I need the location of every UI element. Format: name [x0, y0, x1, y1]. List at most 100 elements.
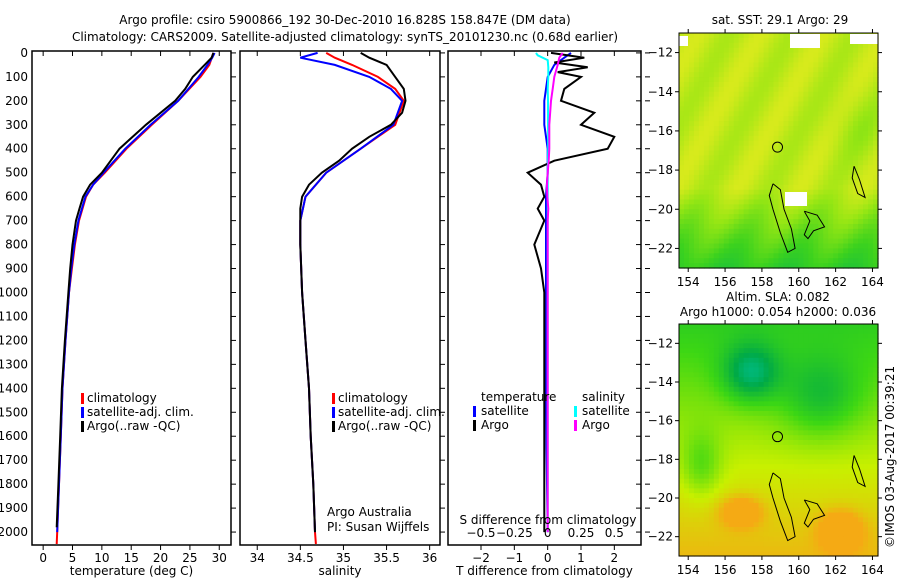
map-cell [763, 459, 770, 465]
map-cell [843, 459, 849, 465]
map-cell [833, 382, 839, 388]
map-cell [873, 165, 879, 171]
map-cell [718, 440, 725, 446]
map-cell [698, 228, 705, 235]
map-cell [858, 527, 864, 533]
map-cell [693, 263, 700, 269]
map-cell [693, 62, 700, 68]
map-cell [828, 502, 834, 509]
map-cell [758, 37, 765, 44]
map-cell [698, 328, 705, 335]
map-cell [723, 67, 730, 73]
map-cell [778, 406, 785, 412]
map-cell [783, 33, 790, 39]
map-cell [793, 512, 799, 518]
map-cell [818, 522, 824, 528]
map-cell [848, 372, 854, 378]
map-cell [753, 324, 760, 330]
map-cell [703, 52, 710, 59]
map-cell [863, 72, 869, 78]
map-cell [833, 377, 839, 383]
map-cell [679, 386, 685, 393]
map-cell [843, 126, 849, 132]
map-cell [698, 324, 705, 330]
map-cell [679, 338, 685, 344]
map-cell [808, 214, 814, 220]
map-cell [813, 194, 819, 201]
map-cell [763, 258, 770, 264]
map-cell [718, 86, 725, 93]
map-cell [738, 57, 745, 63]
map-cell [718, 194, 725, 201]
map-cell [823, 111, 829, 117]
map-cell [688, 425, 695, 431]
map-cell [738, 204, 745, 210]
map-cell [813, 170, 819, 176]
map-cell [863, 449, 869, 456]
map-cell [763, 333, 770, 340]
map-cell [813, 377, 819, 383]
map-cell [708, 415, 715, 422]
map-cell [693, 121, 700, 127]
map-cell [773, 517, 780, 523]
map-cell [708, 522, 715, 528]
map-cell [873, 333, 879, 340]
map-cell [728, 391, 735, 398]
map-cell [733, 189, 740, 196]
map-cell [783, 111, 790, 117]
map-cell [858, 204, 864, 210]
map-cell [748, 248, 755, 254]
map-cell [708, 33, 715, 39]
map-cell [683, 243, 690, 250]
map-cell [723, 541, 730, 547]
map-cell [873, 140, 879, 147]
map-cell [843, 204, 849, 210]
map-cell [679, 357, 685, 364]
map-cell [813, 454, 819, 460]
map-cell [703, 449, 710, 456]
x-tick-label: 35.5 [373, 551, 400, 565]
y-tick-label: 1800 [0, 477, 28, 491]
map-cell [763, 440, 770, 446]
map-cell [738, 382, 745, 388]
map-cell [868, 459, 874, 465]
map-cell [718, 483, 725, 489]
map-cell [818, 101, 824, 108]
map-cell [783, 209, 790, 215]
map-cell [798, 204, 804, 210]
map-cell [738, 135, 745, 142]
map-cell [873, 86, 879, 93]
map-cell [853, 527, 859, 533]
map-cell [718, 91, 725, 98]
map-cell [828, 179, 834, 186]
map-cell [713, 541, 720, 547]
map-cell [763, 199, 770, 205]
map-cell [763, 179, 770, 186]
map-cell [703, 140, 710, 147]
map-cell [733, 116, 740, 122]
map-cell [683, 223, 690, 230]
map-cell [693, 415, 700, 422]
map-cell [703, 435, 710, 441]
map-cell [873, 214, 879, 220]
map-cell [828, 160, 834, 166]
map-cell [818, 130, 824, 137]
map-cell [688, 204, 695, 210]
map-cell [788, 531, 795, 538]
map-cell [763, 223, 770, 230]
map-cell [838, 430, 844, 436]
map-cell [803, 551, 809, 557]
map-cell [868, 258, 874, 264]
map-cell [723, 493, 730, 499]
map-cell [738, 219, 745, 225]
map-cell [818, 527, 824, 533]
map-cell [813, 238, 819, 245]
map-cell [728, 209, 735, 215]
map-cell [693, 52, 700, 59]
map-cell [713, 228, 720, 235]
map-cell [783, 47, 790, 54]
map-cell [748, 454, 755, 460]
legend-label: Argo(..raw -QC) [338, 419, 431, 433]
map-cell [823, 126, 829, 132]
map-cell [818, 184, 824, 191]
